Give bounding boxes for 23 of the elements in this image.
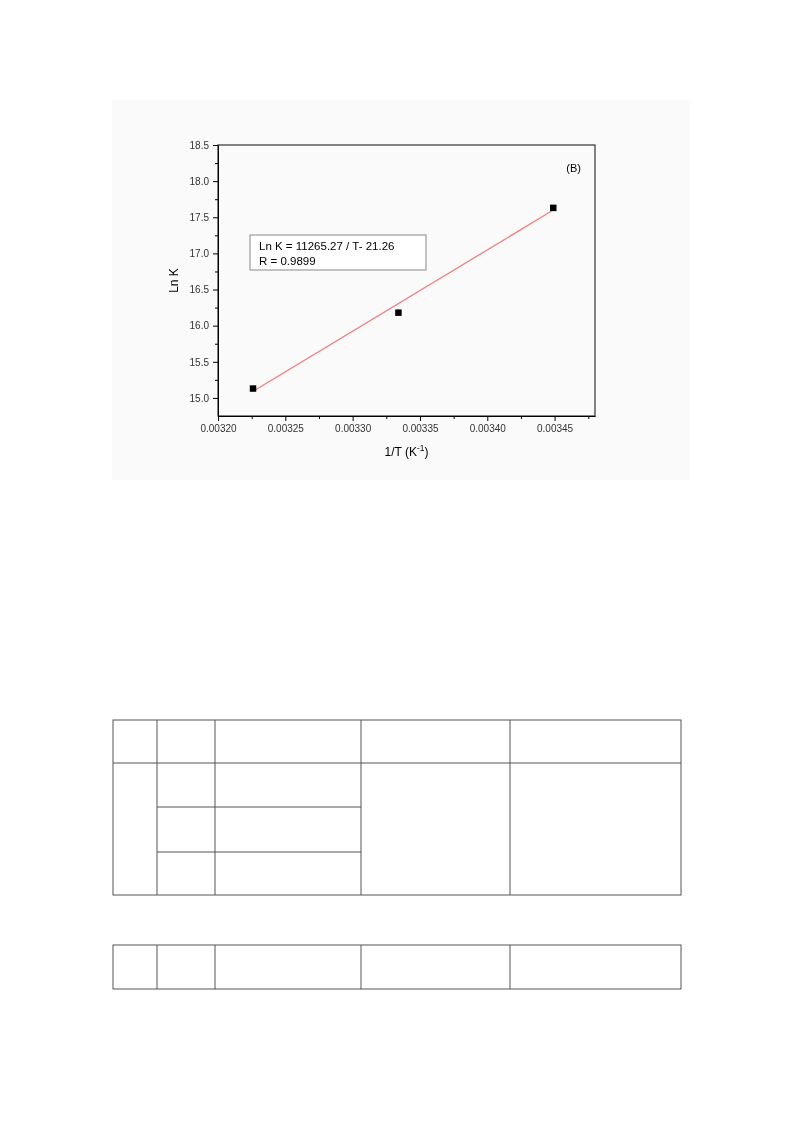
point — [550, 204, 557, 212]
x-tick-label: 0.00325 — [267, 423, 305, 435]
y-tick-label: 17.5 — [189, 211, 210, 223]
x-tick-label: 0.00330 — [335, 423, 372, 435]
y-tick-label: 16.5 — [189, 284, 210, 296]
point — [249, 385, 257, 392]
x-tick-label: 0.00320 — [200, 423, 238, 435]
annotation: Ln K = 11265.27 / T- 21.26 — [259, 240, 395, 252]
x-tick-label: 0.00340 — [469, 423, 507, 435]
y-tick-label: 16.0 — [189, 320, 210, 332]
point — [395, 309, 402, 316]
y-tick-label: 18.0 — [189, 175, 210, 187]
y-tick-label: 18.5 — [189, 139, 210, 151]
annotation: (B) — [566, 162, 581, 174]
y-axis-title: Ln K — [167, 268, 181, 293]
annotation: R = 0.9899 — [259, 255, 316, 267]
x-tick-label: 0.00335 — [402, 423, 439, 435]
x-tick-label: 0.00345 — [537, 423, 574, 435]
y-tick-label: 15.0 — [189, 392, 210, 404]
y-tick-label: 17.0 — [189, 248, 210, 260]
equation-box: Ln K = 11265.27 / T- 21.26 R = 0.9899 — [249, 234, 427, 271]
y-tick-label: 15.5 — [189, 356, 210, 368]
x-axis-title: 1/T (K$^{-1}$) — [384, 443, 429, 459]
